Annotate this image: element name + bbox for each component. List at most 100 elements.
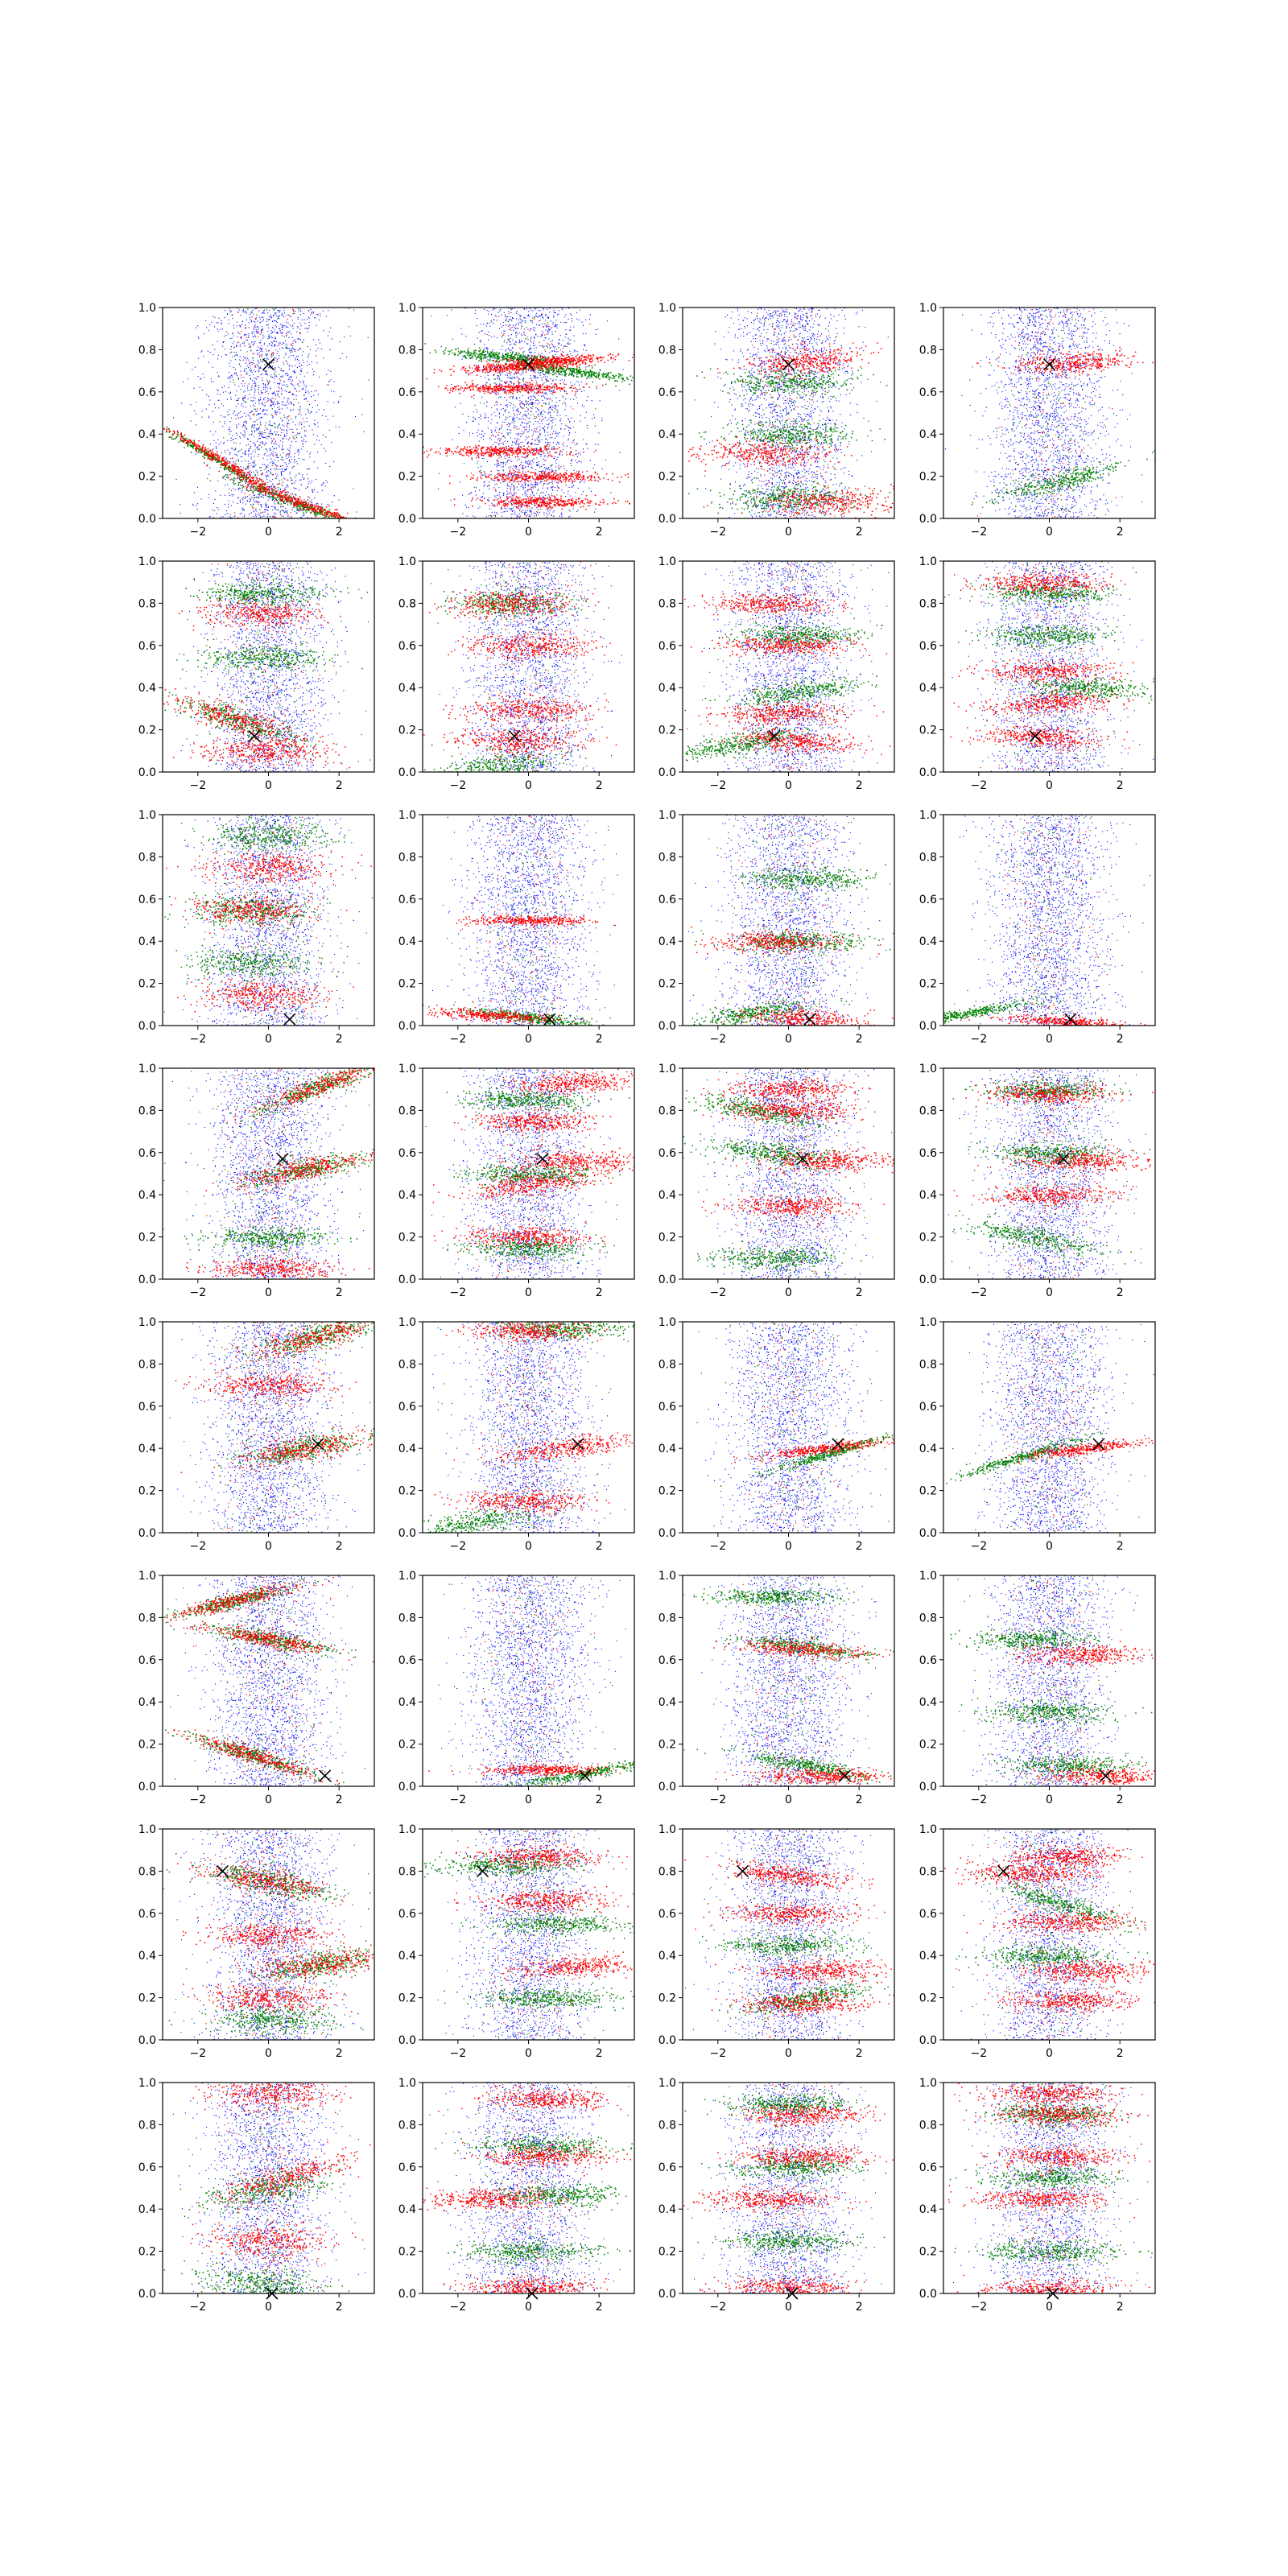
point — [291, 459, 292, 460]
point — [272, 343, 273, 344]
point — [279, 493, 281, 494]
point — [243, 397, 244, 398]
point — [269, 367, 270, 368]
point — [547, 347, 548, 348]
point — [245, 421, 246, 422]
point — [249, 344, 250, 345]
point — [266, 324, 267, 325]
point — [240, 417, 241, 418]
point — [293, 466, 294, 467]
point — [276, 493, 278, 495]
point — [266, 380, 267, 381]
point — [278, 457, 279, 458]
point — [254, 388, 255, 389]
point — [341, 518, 343, 520]
point — [241, 371, 242, 372]
point — [356, 525, 357, 526]
point — [274, 513, 275, 514]
point — [278, 460, 279, 461]
point — [397, 532, 398, 534]
point — [289, 495, 291, 497]
point — [237, 398, 238, 399]
point — [288, 492, 289, 493]
point — [524, 341, 525, 342]
point — [460, 403, 461, 404]
point — [212, 449, 213, 450]
point — [618, 338, 619, 339]
point — [535, 444, 536, 445]
point — [202, 456, 204, 457]
point — [274, 517, 275, 518]
point — [587, 425, 588, 426]
point — [499, 443, 500, 444]
point — [301, 448, 302, 449]
point — [502, 422, 503, 423]
point — [245, 335, 246, 336]
point — [273, 393, 274, 394]
point — [314, 390, 315, 391]
point — [222, 346, 223, 347]
point — [225, 479, 226, 480]
point — [270, 454, 271, 455]
point — [522, 494, 523, 495]
point — [540, 375, 541, 376]
point — [298, 409, 299, 410]
point — [249, 322, 250, 323]
point — [222, 426, 223, 427]
point — [370, 530, 372, 532]
point — [299, 333, 300, 334]
point — [302, 515, 303, 516]
point — [233, 479, 234, 481]
point — [248, 367, 249, 368]
point — [238, 460, 239, 461]
point — [248, 360, 249, 361]
y-tick-label: 1.0 — [138, 302, 156, 315]
point — [210, 459, 212, 460]
point — [345, 526, 347, 527]
point — [622, 369, 623, 370]
point — [541, 454, 542, 455]
point — [266, 355, 267, 356]
point — [302, 355, 303, 356]
point — [193, 440, 195, 442]
point — [194, 388, 195, 389]
point — [208, 454, 210, 456]
point — [271, 405, 272, 406]
point — [308, 506, 310, 508]
point — [525, 472, 526, 473]
point — [221, 403, 222, 404]
point — [229, 495, 230, 496]
point — [271, 506, 272, 507]
point — [277, 484, 278, 485]
point — [301, 440, 302, 441]
point — [328, 506, 330, 507]
point — [540, 481, 541, 482]
point — [591, 491, 592, 492]
point — [511, 334, 512, 335]
point — [254, 383, 255, 384]
point — [142, 413, 143, 415]
point — [587, 448, 588, 449]
point — [328, 381, 329, 382]
point — [293, 404, 294, 405]
point — [299, 509, 301, 510]
point — [275, 493, 276, 495]
point — [274, 448, 275, 449]
point — [246, 489, 248, 490]
point — [512, 347, 513, 348]
point — [280, 376, 281, 377]
point — [301, 325, 302, 326]
point — [257, 364, 258, 365]
point — [306, 509, 308, 510]
point — [305, 414, 306, 415]
point — [552, 490, 553, 491]
point — [254, 476, 255, 477]
point — [155, 425, 156, 427]
point — [239, 359, 240, 360]
point — [247, 485, 249, 486]
point — [333, 391, 334, 392]
point — [320, 514, 322, 515]
point — [276, 476, 277, 477]
point — [361, 521, 362, 522]
point — [152, 422, 154, 423]
